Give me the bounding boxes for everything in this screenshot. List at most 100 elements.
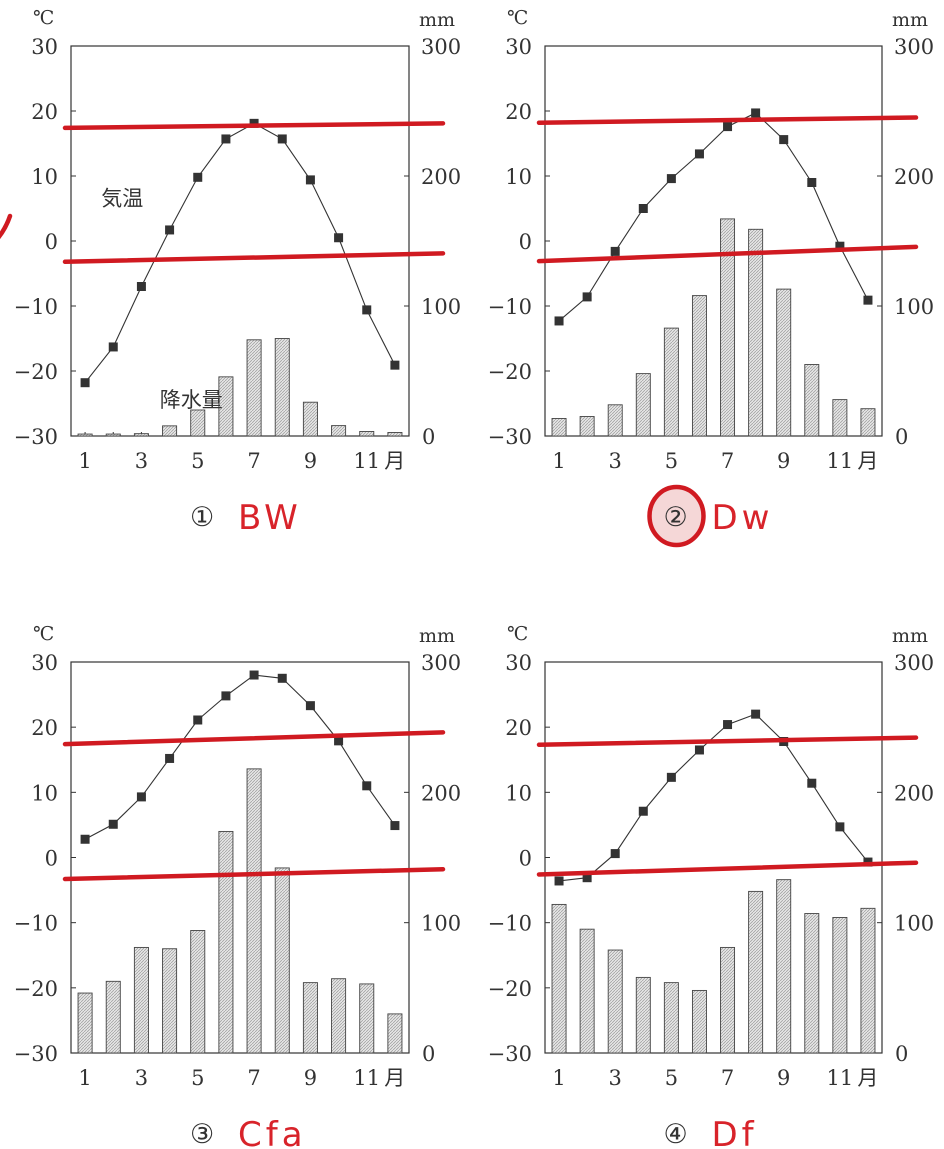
precip-bar bbox=[635, 976, 651, 1054]
temp-tick-label: 20 bbox=[505, 716, 532, 740]
month-tick-label: 5 bbox=[665, 449, 678, 473]
temp-line bbox=[84, 674, 396, 840]
precip-bar bbox=[579, 928, 595, 1054]
temp-point bbox=[334, 233, 344, 243]
precip-bar bbox=[691, 989, 707, 1054]
temp-point bbox=[277, 134, 287, 144]
answer-text: Dw bbox=[712, 498, 774, 538]
precip-bar bbox=[218, 376, 234, 437]
month-suffix: 月 bbox=[857, 1066, 878, 1090]
month-tick-label: 9 bbox=[777, 1066, 790, 1090]
precip-unit: mm bbox=[419, 9, 455, 31]
precip-bar bbox=[331, 978, 347, 1054]
temp-unit: ℃ bbox=[33, 7, 54, 29]
temp-point bbox=[80, 378, 90, 388]
temp-tick-label: 20 bbox=[31, 100, 58, 124]
month-suffix: 月 bbox=[857, 449, 878, 473]
precip-bar bbox=[246, 768, 262, 1054]
precip-bar bbox=[133, 433, 149, 437]
month-tick-label: 1 bbox=[552, 449, 565, 473]
red-reference-line bbox=[536, 860, 919, 877]
month-tick-label: 11 bbox=[353, 449, 380, 473]
temp-point bbox=[610, 849, 620, 859]
precip-bar bbox=[635, 373, 651, 437]
month-tick-label: 7 bbox=[721, 449, 734, 473]
precip-tick-label: 300 bbox=[894, 35, 934, 59]
temp-point bbox=[305, 175, 315, 185]
red-reference-line bbox=[62, 866, 446, 882]
temp-tick-label: −20 bbox=[14, 360, 58, 384]
temp-tick-label: −10 bbox=[14, 912, 58, 936]
month-tick-label: 5 bbox=[191, 1066, 204, 1090]
precip-bar bbox=[804, 364, 820, 437]
temp-tick-label: −10 bbox=[488, 295, 532, 319]
temp-point bbox=[108, 819, 118, 829]
month-tick-label: 7 bbox=[721, 1066, 734, 1090]
red-reference-line bbox=[62, 121, 446, 131]
temp-point bbox=[666, 174, 676, 184]
chart-number-label: ② bbox=[664, 502, 688, 533]
temp-tick-label: −20 bbox=[488, 360, 532, 384]
precip-bar bbox=[302, 401, 318, 437]
temp-point bbox=[835, 822, 845, 832]
temp-point bbox=[277, 673, 287, 683]
temp-point bbox=[582, 292, 592, 302]
precip-series-label: 降水量 bbox=[160, 388, 223, 412]
temp-point bbox=[249, 670, 259, 680]
temp-tick-label: 30 bbox=[31, 651, 58, 675]
month-tick-label: 5 bbox=[665, 1066, 678, 1090]
precip-unit: mm bbox=[419, 625, 455, 647]
precip-bar bbox=[387, 1013, 403, 1054]
precip-bar bbox=[359, 431, 375, 437]
temp-tick-label: −30 bbox=[488, 1042, 532, 1066]
precip-bar bbox=[860, 408, 876, 437]
temp-point bbox=[249, 118, 259, 128]
precip-bar bbox=[663, 982, 679, 1054]
precip-tick-label: 300 bbox=[421, 35, 461, 59]
precip-bar bbox=[246, 339, 262, 437]
temp-point bbox=[779, 135, 789, 145]
temp-point bbox=[554, 316, 564, 326]
temp-line bbox=[84, 122, 396, 384]
red-reference-line bbox=[62, 730, 446, 747]
answer-text: Df bbox=[712, 1115, 758, 1149]
temp-point bbox=[390, 360, 400, 370]
temp-point bbox=[305, 701, 315, 711]
precip-tick-label: 300 bbox=[421, 651, 461, 675]
temp-point bbox=[723, 122, 733, 132]
month-tick-label: 9 bbox=[777, 449, 790, 473]
precip-bar bbox=[387, 432, 403, 437]
temp-point bbox=[610, 246, 620, 256]
temp-tick-label: 10 bbox=[31, 781, 58, 805]
temp-point bbox=[554, 876, 564, 886]
temp-point bbox=[390, 821, 400, 831]
plot-frame bbox=[544, 45, 883, 437]
temp-point bbox=[165, 225, 175, 235]
precip-bar bbox=[832, 917, 848, 1054]
temp-tick-label: 30 bbox=[505, 35, 532, 59]
temp-unit: ℃ bbox=[33, 623, 54, 645]
month-tick-label: 1 bbox=[78, 1066, 91, 1090]
temp-tick-label: −10 bbox=[488, 912, 532, 936]
temp-line bbox=[558, 112, 869, 322]
precip-bar bbox=[190, 409, 206, 437]
precip-bar bbox=[748, 890, 764, 1054]
temp-point bbox=[193, 172, 203, 182]
temp-tick-label: −30 bbox=[14, 425, 58, 449]
precip-bar bbox=[551, 418, 567, 437]
precip-bar bbox=[663, 327, 679, 437]
precip-tick-label: 300 bbox=[894, 651, 934, 675]
temp-point bbox=[694, 149, 704, 159]
month-tick-label: 5 bbox=[191, 449, 204, 473]
chart-number-label: ③ bbox=[190, 1119, 214, 1149]
precip-bar bbox=[302, 982, 318, 1054]
temp-point bbox=[362, 305, 372, 315]
red-reference-line bbox=[62, 251, 446, 265]
precip-bar bbox=[551, 903, 567, 1054]
temp-point bbox=[193, 715, 203, 725]
temp-point bbox=[334, 736, 344, 746]
